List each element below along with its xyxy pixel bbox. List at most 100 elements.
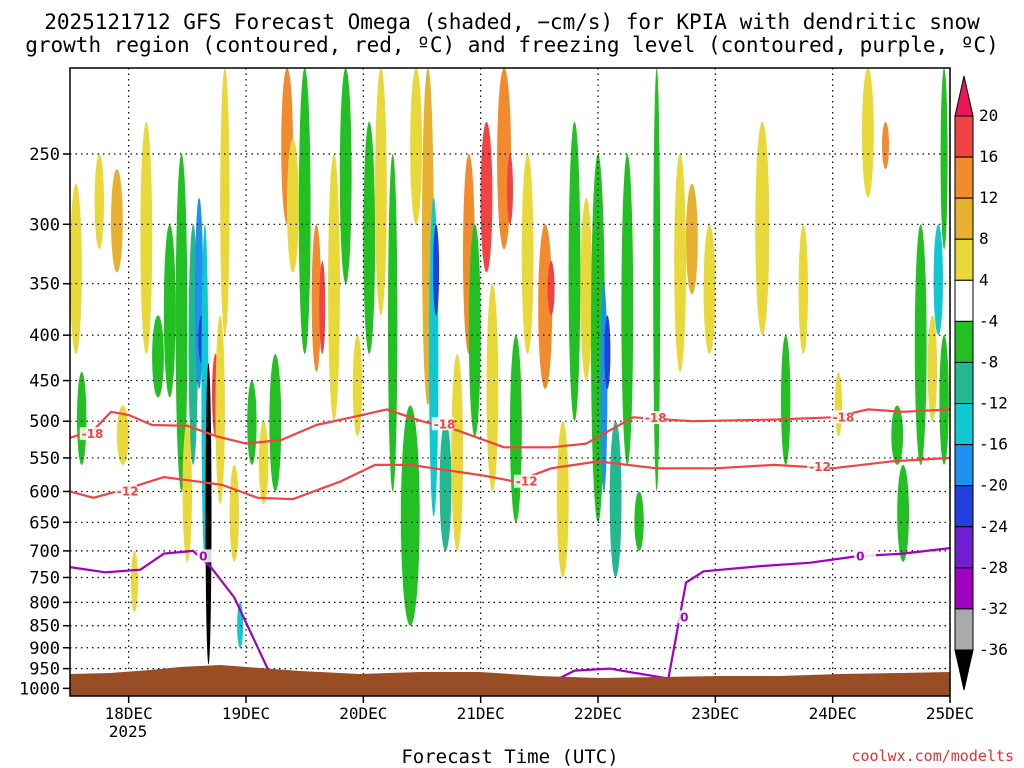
omega-shade-blob	[703, 224, 716, 354]
omega-shade-blob	[339, 67, 352, 284]
y-tick-label: 750	[29, 568, 60, 588]
colorbar-tick-label: -28	[979, 558, 1008, 577]
omega-shade-blob	[507, 154, 513, 225]
contour-label-background	[854, 549, 877, 563]
colorbar-segment	[954, 156, 974, 199]
omega-shade-blob	[451, 353, 464, 551]
colorbar-tick-label: -12	[979, 394, 1008, 413]
omega-shade-blob	[755, 121, 770, 336]
colorbar-segment	[954, 485, 974, 528]
omega-shade-blob	[433, 224, 440, 316]
contour-label: -12	[516, 475, 538, 489]
omega-shade-blob	[205, 363, 212, 665]
omega-shade-blob	[556, 421, 569, 578]
contour-label: 0	[199, 549, 207, 563]
omega-shade-blob	[927, 315, 938, 422]
colorbar-segment	[954, 403, 974, 446]
colorbar-segment	[954, 567, 974, 610]
omega-shade-blob	[480, 121, 493, 273]
y-tick-label: 550	[29, 449, 60, 469]
contour-label-background	[79, 427, 102, 441]
colorbar-segment	[954, 197, 974, 240]
colorbar-tick-label: -32	[979, 599, 1008, 618]
colorbar-tick-label: 16	[979, 147, 998, 166]
omega-shade-blob	[328, 154, 340, 422]
colorbar-tick-label: -8	[979, 352, 998, 371]
omega-shade-blob	[897, 464, 909, 562]
contour-label: -18	[833, 410, 855, 424]
omega-shade-blob	[862, 68, 874, 198]
plot-area: -18-18-18-18-12-12-120000	[69, 67, 951, 697]
omega-shade-blob	[175, 154, 188, 492]
colorbar-tick-label: 12	[979, 188, 998, 207]
y-tick-label: 400	[29, 326, 60, 346]
contour-label: -18	[82, 427, 104, 441]
colorbar-tick-label: -20	[979, 476, 1008, 495]
omega-shade-blob	[486, 283, 499, 492]
omega-shade-blob	[621, 154, 634, 465]
omega-shade-blob	[163, 224, 176, 398]
y-tick-label: 450	[29, 372, 60, 392]
x-tick-label: 25DEC	[926, 704, 974, 723]
chart-title-line2: growth region (contoured, red, ºC) and f…	[25, 33, 999, 57]
colorbar-segment	[954, 279, 974, 322]
y-tick-label: 650	[29, 513, 60, 533]
omega-shade-blob	[182, 421, 192, 562]
omega-shade-blob	[940, 68, 948, 250]
x-tick-label: 21DEC	[457, 704, 505, 723]
colorbar-segment	[954, 115, 974, 158]
colorbar-segment	[954, 608, 974, 651]
colorbar-segment	[954, 238, 974, 281]
omega-shade-blob	[152, 315, 164, 398]
contour-label-background	[830, 410, 853, 424]
omega-shade-blob	[247, 380, 257, 465]
y-tick-label: 500	[29, 412, 60, 432]
omega-shade-blob	[215, 315, 225, 505]
colorbar-tick-label: -24	[979, 517, 1008, 536]
omega-shade-blob	[439, 421, 452, 551]
y-tick-label: 950	[29, 660, 60, 680]
y-tick-label: 1000	[19, 679, 60, 699]
contour-label: 0	[680, 610, 688, 624]
x-axis: 18DEC 19DEC 20DEC 21DEC 22DEC 23DEC 24DEC 25DEC	[105, 696, 974, 723]
omega-shade-blob	[781, 335, 791, 465]
omega-shade-blob	[547, 261, 555, 316]
omega-shade-blob	[933, 224, 943, 336]
y-tick-label: 350	[29, 275, 60, 295]
omega-shade-blob	[891, 405, 904, 465]
omega-shade-blob	[521, 154, 534, 354]
contour-layer: -18-18-18-18-12-12-120000	[69, 408, 951, 688]
contour-label-background	[197, 549, 220, 563]
colorbar-bottom-arrow	[954, 649, 974, 691]
omega-shade-blob	[287, 138, 299, 273]
omega-shade-blob	[882, 121, 889, 170]
contour-label-background	[642, 411, 665, 425]
colorbar-segment	[954, 320, 974, 363]
omega-shade-blob	[686, 183, 698, 295]
y-tick-label: 250	[29, 145, 60, 165]
y-tick-label: 800	[29, 593, 60, 613]
omega-shade-blob	[77, 371, 87, 465]
omega-shade-blob	[604, 315, 611, 390]
contour-label-background	[431, 417, 454, 431]
omega-shade-blob	[94, 154, 105, 250]
contour-line	[69, 456, 951, 501]
contour-label: -12	[117, 484, 139, 498]
colorbar-segment	[954, 444, 974, 487]
omega-shade-blob	[400, 405, 420, 626]
colorbar: 20 16 12 8 4 -4 -8 -12 -16 -20 -24 -28 -32 -36	[954, 75, 1008, 691]
omega-shade-blob	[580, 197, 593, 381]
omega-shade-blob	[634, 491, 644, 551]
omega-shade-blob	[410, 68, 422, 225]
omega-shade-blob	[914, 224, 927, 465]
colorbar-tick-label: -16	[979, 435, 1008, 454]
omega-shade-blob	[388, 154, 398, 492]
chart-title-line1: 2025121712 GFS Forecast Omega (shaded, −…	[44, 10, 980, 34]
colorbar-tick-label: -4	[979, 311, 998, 330]
omega-shade-blob	[653, 68, 661, 492]
omega-shade-blob	[111, 169, 123, 273]
omega-shade-blob	[798, 224, 808, 354]
omega-shade-blob	[116, 405, 129, 465]
omega-shade-blob	[674, 154, 686, 372]
omega-shade-blob	[352, 335, 363, 437]
